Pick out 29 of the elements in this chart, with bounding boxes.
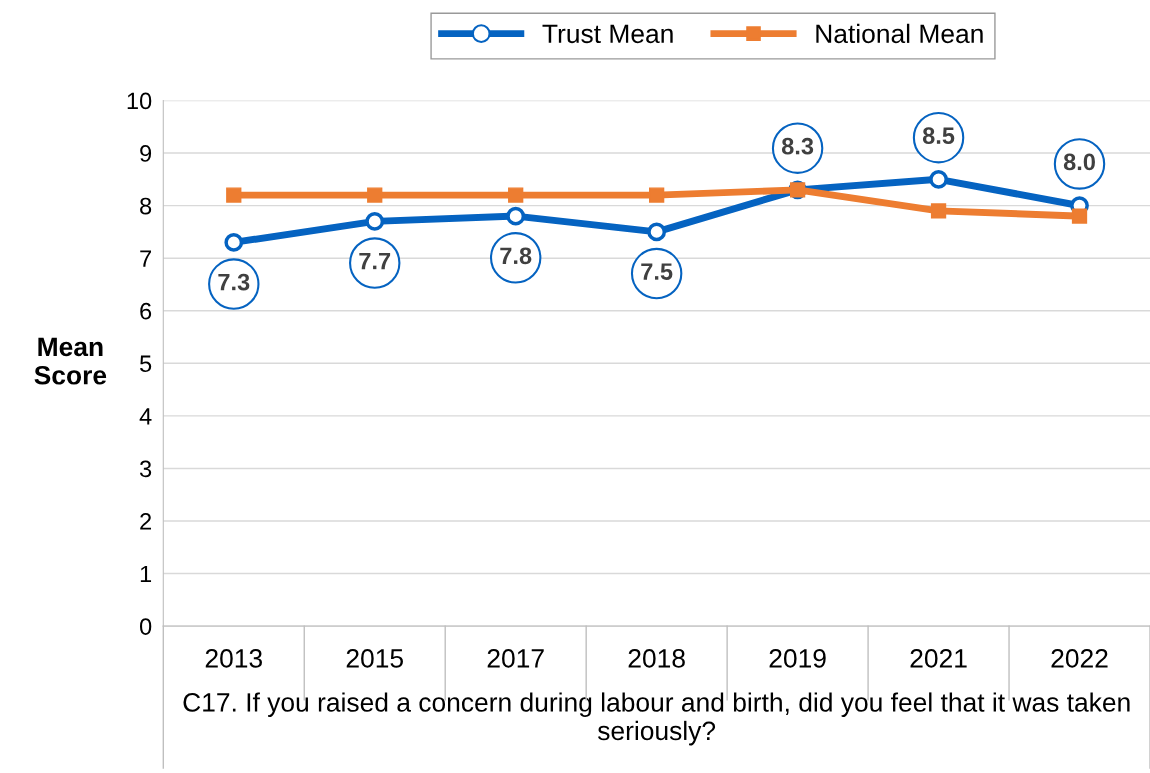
data-label: 7.7 [359, 252, 391, 270]
y-tick-label: 4 [139, 408, 152, 425]
data-label: 7.5 [641, 263, 673, 280]
y-tick-label: 0 [139, 618, 152, 635]
y-tick-label: 5 [140, 355, 152, 373]
y-tick-label: 3 [139, 460, 152, 478]
x-tick-label: 2018 [628, 649, 685, 668]
x-tick-label: 2015 [346, 649, 403, 668]
legend-label: National Mean [816, 23, 983, 44]
x-tick-label: 2021 [910, 649, 967, 668]
data-label: 7.3 [218, 273, 250, 291]
legend-label: Trust Mean [542, 24, 673, 44]
data-label: 8.5 [922, 127, 955, 145]
y-tick-label: 10 [127, 92, 152, 110]
x-tick-label: 2013 [205, 649, 262, 668]
y-tick-label: 6 [140, 302, 152, 320]
y-tick-label: 1 [140, 565, 152, 583]
x-tick-label: 2022 [1051, 649, 1108, 668]
x-axis-title: C17. If you raised a concern during labour and birth, did you feel that it was taken seriously? [183, 692, 1130, 746]
y-tick-label: 7 [140, 250, 151, 267]
data-label: 7.8 [500, 247, 532, 265]
x-tick-label: 2019 [769, 649, 826, 668]
data-label: 8.0 [1063, 153, 1095, 171]
y-tick-label: 9 [140, 145, 152, 162]
y-axis-title: Mean Score [34, 337, 107, 385]
x-tick-label: 2017 [487, 649, 544, 668]
y-tick-label: 8 [140, 197, 152, 215]
y-tick-label: 2 [140, 513, 151, 530]
data-label: 8.3 [781, 137, 814, 155]
